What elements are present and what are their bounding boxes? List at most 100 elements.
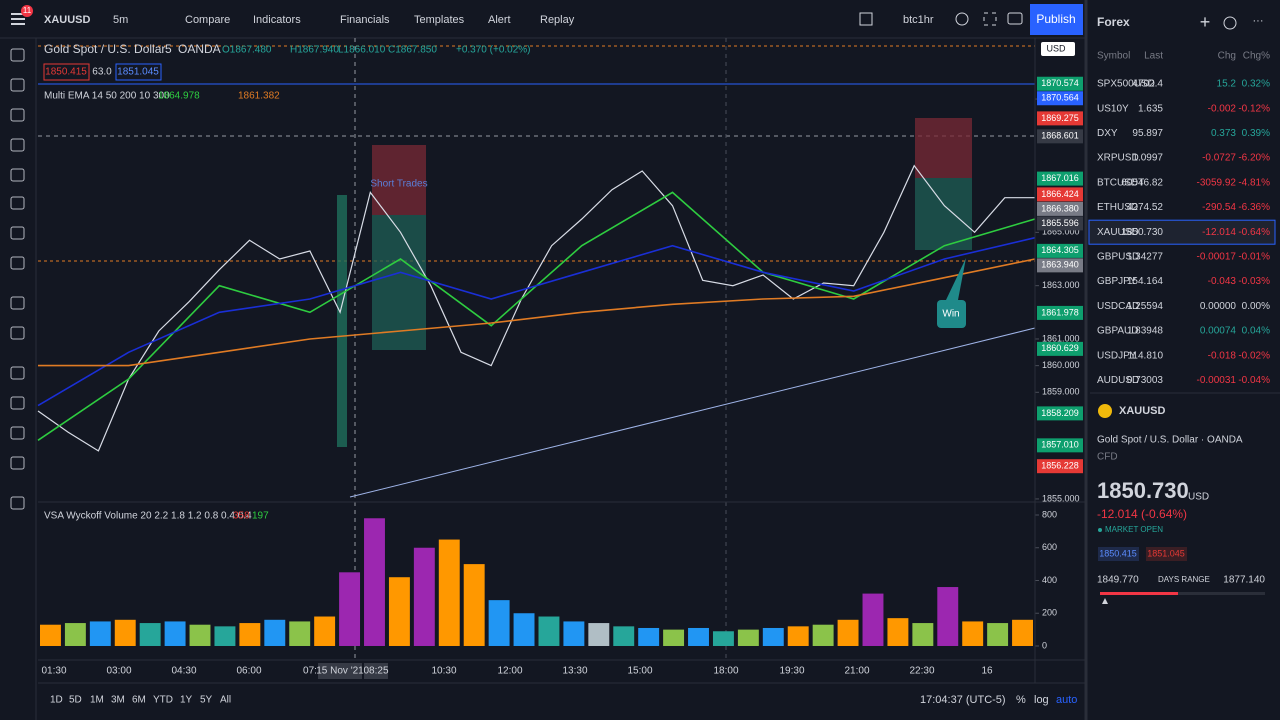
watchlist-cell[interactable]: XAUUSD (1097, 227, 1139, 238)
fullscreen-icon[interactable] (983, 12, 997, 26)
snapshot-icon[interactable] (1007, 12, 1023, 25)
range-button[interactable]: 1M (90, 695, 104, 706)
price-tag (1037, 76, 1083, 91)
settings-icon[interactable] (955, 12, 969, 26)
toolbar-button[interactable]: Templates (414, 14, 465, 26)
tool-icon[interactable] (10, 396, 25, 410)
tool-icon[interactable] (10, 426, 25, 440)
time-label: 15 Nov '21 (316, 666, 364, 677)
watchlist-cell[interactable]: BTCUSDT (1097, 177, 1144, 188)
currency: USD (1046, 43, 1066, 53)
tool-icon[interactable] (10, 138, 25, 152)
time-label: 01:30 (41, 666, 66, 677)
tool-icon[interactable] (10, 256, 25, 270)
publish-button[interactable] (1030, 4, 1083, 35)
volume-bar (688, 627, 709, 646)
detail-kind: CFD (1097, 452, 1118, 463)
range-button[interactable]: 1Y (180, 695, 193, 706)
tool-icon[interactable] (10, 78, 25, 92)
watchlist-cell[interactable]: SPX500USD (1097, 79, 1155, 90)
watchlist-cell[interactable]: GBPAUD (1097, 326, 1139, 337)
tool-icon[interactable] (10, 496, 25, 510)
watchlist-cell[interactable]: AUDUSD (1097, 375, 1139, 386)
tool-icon[interactable] (10, 296, 25, 310)
column-header: Last (1144, 51, 1163, 62)
watchlist-cell[interactable]: GBPUSD (1097, 252, 1139, 263)
menu-icon[interactable] (11, 13, 25, 25)
watchlist-cell[interactable]: ETHUSD (1097, 202, 1138, 213)
layout-name[interactable]: btc1hr (903, 14, 934, 26)
more-icon[interactable]: ··· (1253, 15, 1264, 27)
price-tag-label: 1861.978 (1041, 307, 1079, 317)
add-icon[interactable]: + (1200, 12, 1211, 32)
status-dot (1098, 528, 1102, 532)
watchlist-cell[interactable]: GBPJPY (1097, 276, 1137, 287)
toolbar-button[interactable]: Compare (185, 14, 230, 26)
fullscreen-toggle[interactable] (859, 12, 873, 26)
volume-bar (314, 616, 336, 646)
watchlist-cell[interactable]: XRPUSD (1097, 153, 1139, 164)
percent-toggle[interactable]: % (1016, 694, 1026, 706)
watchlist-cell: 154.164 (1127, 276, 1164, 287)
watchlist-cell[interactable]: USDCAD (1097, 301, 1139, 312)
tool-icon[interactable] (10, 168, 25, 182)
legend-exchange: OANDA (178, 42, 221, 56)
watchlist-title[interactable]: Forex (1097, 15, 1130, 29)
range-track (1100, 592, 1265, 595)
tool-icon[interactable] (10, 108, 25, 122)
y-tick-label: 600 (1042, 542, 1057, 552)
spread: 63.0 (92, 67, 112, 78)
tool-icon[interactable] (10, 366, 25, 380)
range-button[interactable]: 6M (132, 695, 146, 706)
indicator-value: 358 (233, 511, 250, 522)
time-label: 16 (981, 666, 993, 677)
auto-toggle[interactable]: auto (1056, 694, 1077, 706)
watchlist-cell: 0.00000 (1200, 301, 1237, 312)
watchlist-cell[interactable]: US10Y (1097, 103, 1129, 114)
watchlist-cell: -0.64% (1238, 227, 1270, 238)
watchlist-cell: -0.00017 (1197, 252, 1237, 263)
toolbar-button[interactable]: Replay (540, 14, 575, 26)
symbol-logo (1098, 404, 1112, 418)
watchlist-cell: -6.36% (1238, 202, 1270, 213)
toolbar-button[interactable]: Indicators (253, 14, 301, 26)
indicator-value: 197 (252, 511, 269, 522)
range-button[interactable]: 3M (111, 695, 125, 706)
alerts-icon[interactable] (1223, 16, 1237, 30)
range-button[interactable]: 5D (69, 695, 82, 706)
tool-icon[interactable] (10, 48, 25, 62)
tool-icon[interactable] (10, 326, 25, 340)
range-button[interactable]: All (220, 695, 231, 706)
time-label: 10:30 (431, 666, 456, 677)
toolbar-button[interactable]: Financials (340, 14, 390, 26)
ohlc-value: C1867.850 (388, 45, 437, 56)
watchlist-cell[interactable]: DXY (1097, 128, 1118, 139)
watchlist-cell: -0.018 (1208, 350, 1237, 361)
watchlist-cell: -0.03% (1238, 276, 1270, 287)
time-label: 18:00 (713, 666, 738, 677)
tool-icon[interactable] (10, 196, 25, 210)
interval[interactable]: 5m (113, 14, 128, 26)
detail-symbol: XAUUSD (1119, 405, 1166, 417)
range-button[interactable]: 5Y (200, 695, 213, 706)
price-tag (1037, 258, 1083, 273)
price-tag-label: 1870.564 (1041, 93, 1079, 103)
range-button[interactable]: 1D (50, 695, 63, 706)
ohlc-value: O1867.480 (222, 45, 272, 56)
price-tag-label: 1857.010 (1041, 440, 1079, 450)
volume-bar (987, 623, 1009, 646)
watchlist-cell[interactable]: USDJPY (1097, 350, 1137, 361)
tool-icon[interactable] (10, 226, 25, 240)
price-tag-label: 1860.629 (1041, 343, 1079, 353)
currency-box[interactable] (1041, 42, 1075, 56)
range-button[interactable]: YTD (153, 695, 173, 706)
toolbar-button[interactable]: Alert (488, 14, 511, 26)
volume-bar (289, 621, 311, 646)
log-toggle[interactable]: log (1034, 694, 1049, 706)
price-tag-label: 1858.209 (1041, 408, 1079, 418)
tool-icon[interactable] (10, 456, 25, 470)
price-tag (1037, 187, 1083, 202)
symbol[interactable]: XAUUSD (44, 14, 91, 26)
callout-tail (946, 258, 966, 300)
